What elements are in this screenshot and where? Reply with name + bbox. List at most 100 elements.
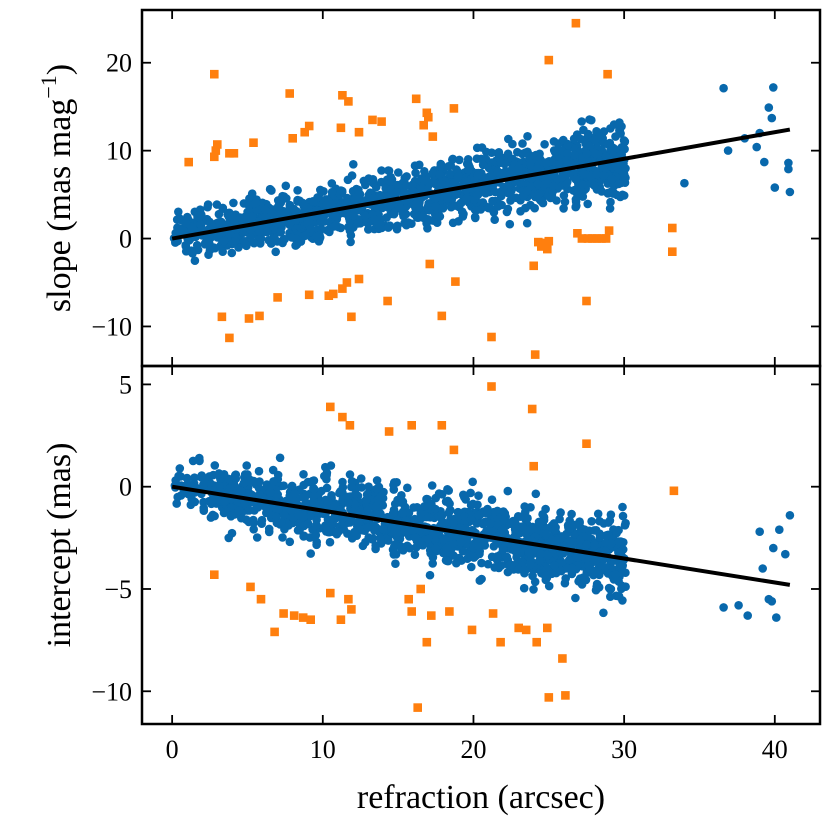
inlier-point	[522, 186, 532, 196]
inlier-point	[590, 540, 599, 550]
inlier-point	[767, 113, 777, 123]
inlier-point	[533, 179, 543, 189]
inlier-point	[536, 518, 545, 527]
inlier-point	[265, 184, 275, 194]
outlier-point	[229, 149, 239, 158]
inlier-point	[391, 550, 401, 559]
inlier-point	[428, 559, 438, 568]
inlier-point	[587, 517, 596, 526]
inlier-point	[769, 83, 778, 92]
inlier-point	[559, 191, 569, 200]
outlier-point	[225, 333, 234, 343]
inlier-point	[589, 181, 599, 190]
inlier-point	[306, 549, 316, 558]
inlier-point	[483, 504, 492, 514]
inlier-point	[785, 187, 795, 197]
inlier-point	[336, 487, 345, 496]
outlier-point	[425, 259, 435, 269]
outlier-point	[347, 605, 356, 614]
outlier-point	[326, 402, 335, 412]
outlier-point	[411, 94, 421, 104]
slope-panel: −10 0 10 20 slope (mas mag−1)	[36, 8, 822, 368]
inlier-point	[518, 522, 527, 532]
inlier-point	[443, 194, 452, 203]
inlier-point	[505, 219, 515, 229]
inlier-point	[719, 603, 728, 612]
inlier-point	[261, 502, 270, 512]
inlier-point	[285, 537, 295, 547]
inlier-point	[500, 509, 510, 518]
inlier-point	[560, 578, 570, 588]
inlier-point	[321, 200, 331, 210]
inlier-point	[245, 194, 254, 203]
inlier-point	[550, 147, 560, 157]
inlier-point	[206, 513, 216, 522]
inlier-point	[577, 117, 586, 126]
inlier-point	[620, 171, 629, 180]
inlier-point	[618, 561, 627, 570]
outlier-point	[213, 140, 222, 149]
inlier-point	[405, 543, 415, 553]
inlier-point	[199, 503, 208, 513]
inlier-point	[474, 511, 483, 520]
x-tick-label: 0	[166, 735, 179, 764]
inlier-point	[276, 227, 285, 237]
inlier-point	[514, 565, 523, 574]
intercept-panel-frame	[140, 364, 822, 726]
inlier-point	[431, 504, 440, 514]
inlier-point	[609, 120, 619, 129]
inlier-point	[375, 533, 385, 543]
outlier-point	[445, 607, 454, 616]
outlier-point	[211, 146, 221, 155]
inlier-point	[231, 236, 240, 246]
inlier-point	[552, 536, 561, 545]
inlier-point	[353, 219, 363, 228]
y-tick-label: −5	[104, 575, 132, 604]
inlier-point	[378, 524, 388, 534]
outlier-point	[210, 69, 219, 79]
outlier-point	[577, 234, 587, 243]
inlier-point	[562, 179, 571, 189]
inlier-point	[292, 240, 302, 249]
outlier-point	[449, 445, 459, 455]
inlier-point	[175, 464, 185, 473]
inlier-point	[606, 539, 616, 548]
x-axis-label: refraction (arcsec)	[357, 779, 605, 816]
outlier-point	[668, 223, 677, 233]
inlier-point	[289, 204, 299, 214]
inlier-point	[375, 493, 385, 502]
outlier-point	[344, 594, 353, 604]
outlier-point	[451, 277, 460, 286]
inlier-point	[499, 182, 508, 192]
inlier-point	[345, 470, 355, 479]
inlier-point	[785, 511, 795, 520]
y-tick-label: −10	[91, 312, 132, 341]
inlier-point	[541, 529, 551, 539]
inlier-point	[346, 237, 355, 247]
inlier-point	[242, 515, 251, 524]
outlier-point	[329, 289, 338, 299]
inlier-point	[611, 161, 621, 171]
inlier-point	[618, 511, 628, 521]
outlier-point	[404, 594, 413, 604]
inlier-point	[308, 197, 318, 206]
inlier-point	[467, 562, 476, 572]
outlier-point	[427, 611, 436, 620]
inlier-point	[609, 151, 618, 160]
outlier-point	[488, 609, 498, 618]
inlier-point	[293, 526, 303, 535]
outlier-point	[210, 152, 219, 162]
inlier-point	[466, 488, 475, 498]
inlier-point	[192, 240, 202, 250]
outlier-point	[544, 236, 554, 246]
outlier-point	[601, 234, 611, 243]
inlier-point	[210, 461, 220, 470]
inlier-point	[219, 470, 229, 479]
inlier-point	[435, 212, 445, 221]
outlier-point	[558, 654, 567, 663]
outlier-point	[338, 91, 347, 100]
inlier-point	[518, 149, 527, 159]
inlier-point	[299, 511, 309, 521]
inlier-point	[487, 495, 497, 505]
inlier-point	[290, 489, 300, 499]
